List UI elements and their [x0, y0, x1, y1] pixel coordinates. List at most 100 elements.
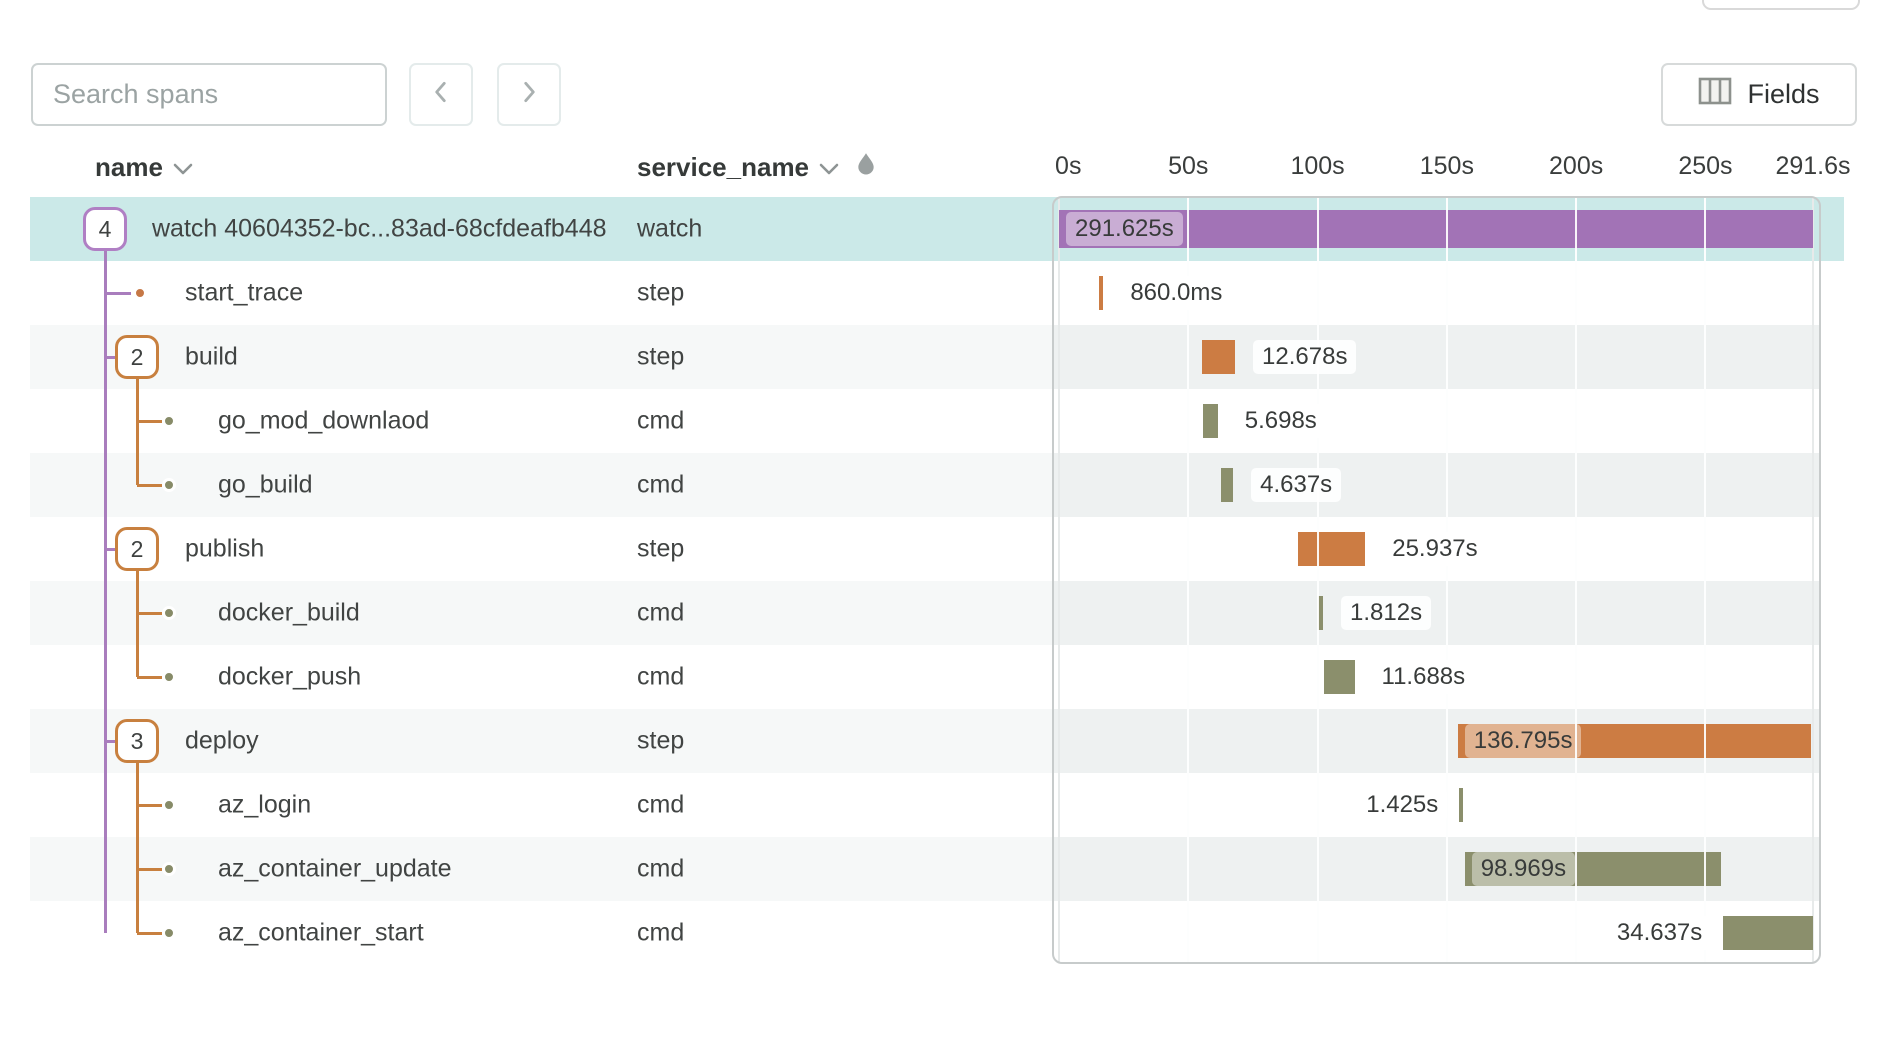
name-header-label: name — [95, 151, 163, 182]
span-service-name: step — [637, 278, 685, 307]
tree-branch-line — [105, 356, 115, 359]
duration-label: 136.795s — [1464, 724, 1582, 758]
span-name[interactable]: watch 40604352-bc...83ad-68cfdeafb448 — [152, 214, 607, 243]
duration-label: 1.812s — [1341, 596, 1432, 630]
duration-label: 98.969s — [1471, 852, 1576, 886]
duration-label: 291.625s — [1066, 212, 1183, 246]
span-service-name: cmd — [637, 790, 685, 819]
search-input[interactable] — [31, 63, 387, 126]
tree-branch-line — [137, 612, 162, 615]
span-count-badge[interactable]: 3 — [115, 719, 159, 763]
span-dot-icon — [162, 606, 176, 620]
span-name[interactable]: go_mod_downlaod — [218, 406, 430, 435]
column-header-service-name[interactable]: service_name — [637, 150, 877, 184]
tree-vertical-line — [136, 763, 139, 933]
next-match-button[interactable] — [497, 63, 561, 126]
span-dot-icon — [162, 926, 176, 940]
span-bar[interactable] — [1457, 724, 1812, 758]
span-bar[interactable] — [1324, 660, 1355, 694]
span-name[interactable]: docker_build — [218, 598, 360, 627]
gridline-overlay — [1445, 198, 1448, 962]
span-name[interactable]: build — [185, 342, 238, 371]
span-count-badge[interactable]: 4 — [83, 207, 127, 251]
table-row[interactable] — [30, 517, 1820, 581]
span-service-name: cmd — [637, 918, 685, 947]
duration-label: 25.937s — [1383, 532, 1487, 566]
duration-label: 4.637s — [1251, 468, 1342, 502]
axis-tick-label: 200s — [1549, 152, 1604, 180]
tree-branch-line — [137, 420, 162, 423]
chevron-down-icon — [819, 152, 839, 183]
span-service-name: step — [637, 726, 685, 755]
span-dot-icon — [162, 862, 176, 876]
span-name[interactable]: start_trace — [185, 278, 304, 307]
axis-tick-label: 100s — [1290, 152, 1345, 180]
span-service-name: step — [637, 534, 685, 563]
tree-branch-line — [105, 548, 115, 551]
span-name[interactable]: deploy — [185, 726, 259, 755]
span-name[interactable]: az_container_update — [218, 854, 452, 883]
span-name[interactable]: az_login — [218, 790, 312, 819]
span-bar[interactable] — [1203, 404, 1218, 438]
fields-button[interactable]: Fields — [1661, 63, 1857, 126]
span-service-name: cmd — [637, 598, 685, 627]
span-name[interactable]: az_container_start — [218, 918, 424, 947]
span-bar[interactable] — [1464, 852, 1721, 886]
droplet-icon[interactable] — [855, 152, 877, 183]
span-bar[interactable] — [1459, 788, 1464, 822]
tree-branch-line — [137, 932, 162, 935]
span-dot-icon — [162, 798, 176, 812]
gridline — [1812, 197, 1814, 963]
span-dot-icon — [133, 286, 147, 300]
span-name[interactable]: publish — [185, 534, 265, 563]
span-service-name: cmd — [637, 662, 685, 691]
span-bar[interactable] — [1059, 210, 1814, 248]
span-name[interactable]: docker_push — [218, 662, 362, 691]
span-service-name: step — [637, 342, 685, 371]
span-count-badge[interactable]: 2 — [115, 335, 159, 379]
tree-branch-line — [105, 292, 131, 295]
columns-icon — [1698, 76, 1732, 113]
span-service-name: cmd — [637, 406, 685, 435]
axis-tick-label: 0s — [1055, 152, 1082, 180]
timeline-row-tint — [1052, 581, 1820, 645]
span-dot-icon — [162, 414, 176, 428]
tree-branch-line — [105, 740, 115, 743]
tree-vertical-line — [136, 571, 139, 677]
span-count-badge[interactable]: 2 — [115, 527, 159, 571]
cutoff-top-button[interactable] — [1702, 0, 1860, 10]
duration-label: 34.637s — [1607, 916, 1712, 950]
span-bar[interactable] — [1099, 276, 1104, 310]
span-service-name: cmd — [637, 854, 685, 883]
tree-branch-line — [137, 868, 162, 871]
axis-tick-label: 291.6s — [1775, 152, 1851, 180]
span-bar[interactable] — [1318, 596, 1324, 630]
gridline-overlay — [1575, 198, 1578, 962]
axis-tick-label: 50s — [1168, 152, 1209, 180]
span-dot-icon — [162, 478, 176, 492]
span-bar[interactable] — [1221, 468, 1234, 502]
prev-match-button[interactable] — [409, 63, 473, 126]
timeline-row-tint — [1052, 453, 1820, 517]
tree-vertical-line — [104, 251, 107, 933]
duration-label: 860.0ms — [1121, 276, 1232, 310]
tree-branch-line — [137, 676, 162, 679]
tree-branch-line — [137, 804, 162, 807]
gridline-overlay — [1316, 198, 1319, 962]
duration-label: 11.688s — [1372, 660, 1475, 694]
chevron-down-icon — [173, 152, 193, 183]
span-service-name: watch — [637, 214, 703, 243]
fields-button-label: Fields — [1747, 79, 1820, 109]
gridline-overlay — [1704, 198, 1707, 962]
chevron-left-icon — [428, 79, 454, 110]
span-bar[interactable] — [1298, 532, 1366, 566]
duration-label: 1.425s — [1357, 788, 1448, 822]
tree-branch-line — [137, 484, 162, 487]
span-bar[interactable] — [1723, 916, 1813, 950]
span-bar[interactable] — [1202, 340, 1236, 374]
span-name[interactable]: go_build — [218, 470, 313, 499]
column-header-name[interactable]: name — [95, 150, 193, 184]
duration-label: 12.678s — [1253, 340, 1357, 374]
span-dot-icon — [162, 670, 176, 684]
